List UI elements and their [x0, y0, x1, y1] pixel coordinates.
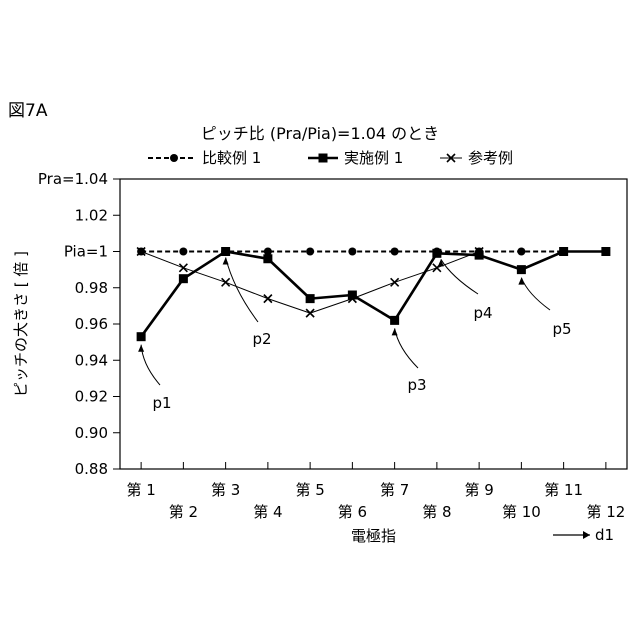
data-point [263, 254, 272, 263]
series-square [137, 247, 611, 341]
data-point [517, 248, 525, 256]
y-tick-label: 0.94 [75, 351, 108, 369]
annotation-label: p1 [152, 394, 171, 412]
data-point [348, 248, 356, 256]
y-tick-label: 0.88 [75, 460, 108, 478]
data-point [306, 248, 314, 256]
chart-series-layer [137, 247, 611, 341]
annotation-arrowhead [223, 258, 229, 265]
annotation-label: p3 [407, 376, 426, 394]
x-tick-label: 第 2 [169, 503, 198, 521]
data-point [517, 265, 526, 274]
data-point [391, 248, 399, 256]
data-point [137, 332, 146, 341]
data-point [432, 249, 441, 258]
data-point [306, 294, 315, 303]
y-tick-label: Pia=1 [64, 243, 108, 261]
legend-marker [319, 154, 328, 163]
data-point [559, 247, 568, 256]
chart-annotations: p1 p2 p3 p4 p5 [138, 258, 571, 413]
data-point [391, 278, 399, 286]
direction-arrow-head [583, 531, 590, 539]
annotation-leader [521, 278, 550, 310]
direction-label: d1 [595, 526, 614, 544]
legend-label: 実施例 1 [344, 149, 403, 167]
legend-item: 参考例 [440, 149, 513, 167]
x-tick-label: 第 3 [211, 481, 240, 499]
legend-item: 実施例 1 [308, 149, 403, 167]
y-tick-label: 0.90 [75, 424, 108, 442]
chart-legend: 比較例 1 実施例 1 参考例 [148, 149, 513, 167]
annotation-arrowhead [138, 345, 144, 352]
x-tick-label: 第 4 [253, 503, 282, 521]
x-axis-label: 電極指 [351, 527, 396, 545]
x-tick-label: 第 9 [464, 481, 493, 499]
data-point [179, 248, 187, 256]
chart: 比較例 1 実施例 1 参考例 0.88 0.90 0.92 0.94 0.96 0.98 Pi… [0, 0, 640, 640]
y-tick-label: 0.98 [75, 279, 108, 297]
series-line [141, 252, 479, 314]
x-tick-label: 第 10 [502, 503, 541, 521]
annotation-leader [226, 258, 258, 323]
legend-marker [170, 154, 178, 162]
x-tick-label: 第 5 [295, 481, 324, 499]
data-point [264, 295, 272, 303]
x-tick-label: 第 1 [126, 481, 155, 499]
annotation-p5: p5 [518, 278, 571, 338]
series-circle [137, 248, 610, 256]
legend-item: 比較例 1 [148, 149, 261, 167]
plot-frame [120, 179, 627, 469]
y-tick-label: 1.02 [75, 206, 108, 224]
annotation-p4: p4 [438, 259, 493, 322]
y-axis-label: ピッチの大きさ [ 倍 ] [12, 251, 30, 397]
x-tick-label: 第 8 [422, 503, 451, 521]
annotation-label: p2 [252, 330, 271, 348]
data-point [179, 274, 188, 283]
data-point [222, 278, 230, 286]
legend-label: 比較例 1 [202, 149, 261, 167]
annotation-arrowhead [392, 328, 398, 335]
chart-axes: 0.88 0.90 0.92 0.94 0.96 0.98 Pia=1 1.02 Pra=1.0… [12, 170, 627, 545]
annotation-leader [395, 328, 418, 368]
data-point [390, 316, 399, 325]
series-x [137, 248, 483, 318]
series-line [141, 252, 606, 337]
x-tick-label: 第 6 [338, 503, 367, 521]
annotation-leader [141, 345, 160, 385]
x-tick-label: 第 7 [380, 481, 409, 499]
annotation-label: p5 [552, 320, 571, 338]
x-tick-label: 第 12 [586, 503, 625, 521]
annotation-p1: p1 [138, 345, 171, 412]
legend-label: 参考例 [468, 149, 513, 167]
y-tick-label: 0.96 [75, 315, 108, 333]
y-tick-label: 0.92 [75, 388, 108, 406]
data-point [601, 247, 610, 256]
data-point [306, 309, 314, 317]
annotation-label: p4 [473, 304, 492, 322]
x-tick-label: 第 11 [544, 481, 583, 499]
annotation-p3: p3 [392, 328, 427, 394]
data-point [179, 264, 187, 272]
data-point [221, 247, 230, 256]
y-tick-label: Pra=1.04 [38, 170, 108, 188]
